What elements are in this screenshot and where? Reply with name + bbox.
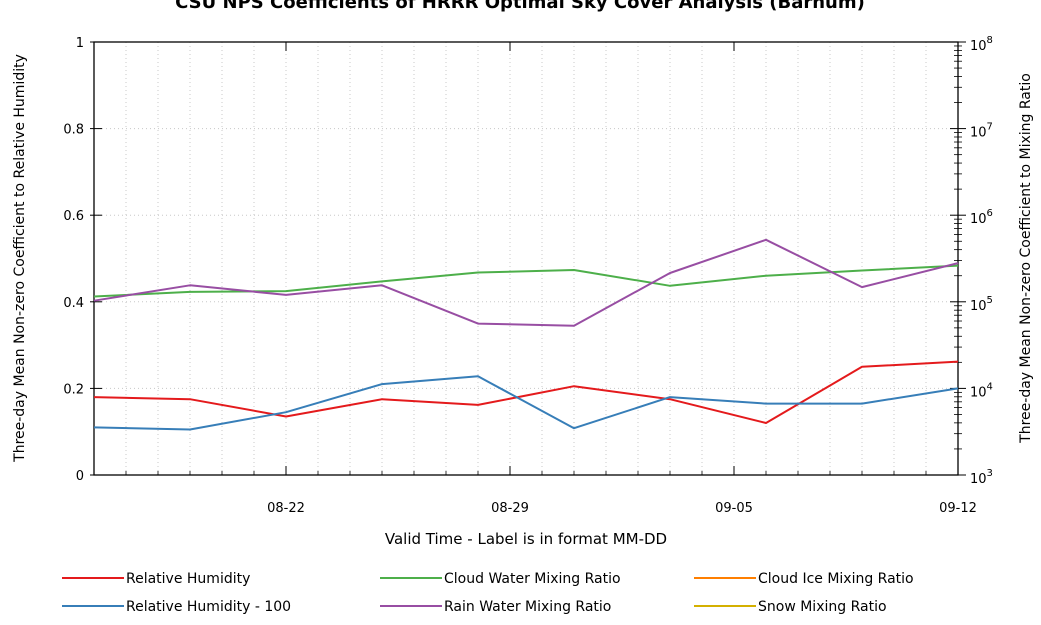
series-line-rain-water-mixing-ratio: [93, 238, 959, 327]
left-tick-label: 0: [76, 469, 84, 484]
series-line-cloud-water-mixing-ratio: [93, 264, 959, 298]
series-lines: [93, 238, 959, 431]
x-tick-label: 09-05: [715, 501, 753, 516]
x-tick-label: 09-12: [939, 501, 977, 516]
left-tick-label: 0.4: [63, 296, 84, 311]
right-tick-label: 106: [970, 208, 993, 227]
chart-title: CSU NPS Coefficients of HRRR Optimal Sky…: [175, 0, 865, 13]
right-axis: 103 104 105 106 107 108: [950, 35, 993, 487]
x-tick-label: 08-22: [267, 501, 305, 516]
left-axis-title: Three-day Mean Non-zero Coefficient to R…: [12, 54, 28, 463]
right-tick-label: 107: [970, 122, 993, 141]
plot-frame: [93, 41, 959, 476]
legend-label: Rain Water Mixing Ratio: [444, 599, 611, 615]
right-tick-label: 105: [970, 295, 993, 314]
left-axis: 0 0.2 0.4 0.6 0.8 1: [63, 36, 102, 484]
series-line-relative-humidity: [93, 360, 959, 424]
legend-label: Cloud Water Mixing Ratio: [444, 571, 621, 587]
x-axis: 08-22 08-29 09-05 09-12: [125, 42, 977, 516]
x-tick-label: 08-29: [491, 501, 529, 516]
legend-label: Cloud Ice Mixing Ratio: [758, 571, 914, 587]
left-tick-label: 0.6: [63, 209, 84, 224]
left-tick-label: 1: [76, 36, 84, 51]
left-tick-label: 0.2: [63, 382, 84, 397]
right-axis-title: Three-day Mean Non-zero Coefficient to M…: [1018, 73, 1034, 444]
legend-label: Relative Humidity - 100: [126, 599, 291, 615]
right-tick-label: 104: [970, 381, 993, 400]
series-line-relative-humidity-100: [93, 375, 959, 431]
legend: Relative Humidity Relative Humidity - 100…: [62, 571, 914, 615]
legend-label: Snow Mixing Ratio: [758, 599, 887, 615]
legend-label: Relative Humidity: [126, 571, 250, 587]
left-tick-label: 0.8: [63, 123, 84, 138]
grid: [94, 42, 958, 475]
x-axis-title: Valid Time - Label is in format MM-DD: [385, 530, 667, 548]
right-tick-label: 103: [970, 468, 993, 487]
right-tick-label: 108: [970, 35, 993, 54]
